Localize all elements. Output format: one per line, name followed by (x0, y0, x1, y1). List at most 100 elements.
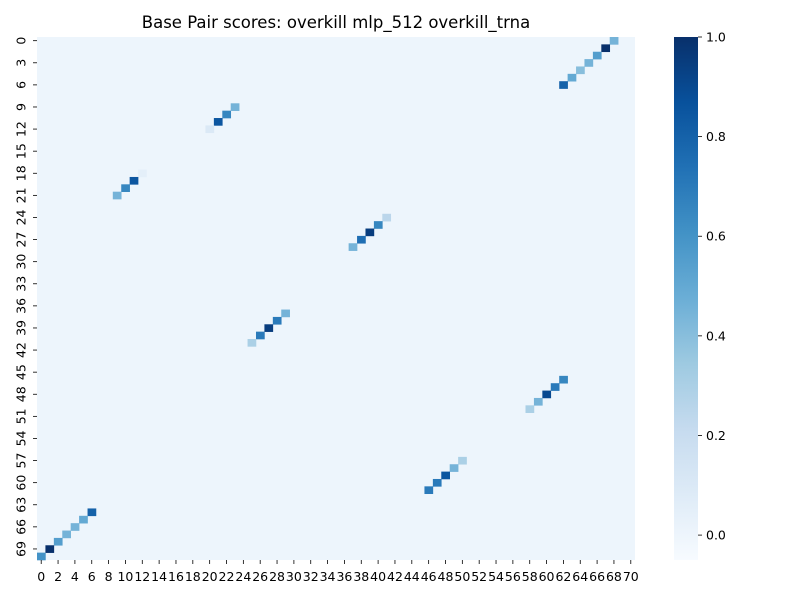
heatmap-cell (567, 73, 577, 82)
x-tick-label: 2 (54, 569, 62, 584)
heatmap-cell (424, 486, 434, 495)
y-tick-label: 57 (14, 453, 29, 469)
colorbar-tick-label: 0.2 (706, 428, 726, 443)
y-tick-label: 66 (14, 519, 29, 535)
y-tick-label: 9 (14, 103, 29, 111)
x-tick-label: 46 (421, 569, 437, 584)
x-tick-label: 42 (387, 569, 403, 584)
heatmap-cell (542, 390, 552, 399)
heatmap-cell (365, 228, 375, 237)
x-tick-label: 26 (252, 569, 268, 584)
y-tick-label: 21 (14, 187, 29, 203)
heatmap-cell (584, 59, 594, 67)
y-tick-label: 12 (14, 121, 29, 137)
y-tick-label: 51 (14, 408, 29, 424)
heatmap-cell (373, 221, 383, 229)
y-tick-label: 60 (14, 475, 29, 491)
x-tick-label: 10 (117, 569, 133, 584)
heatmap-cell (272, 316, 282, 325)
heatmap-cell (525, 405, 535, 413)
x-tick-label: 4 (71, 569, 79, 584)
x-tick-label: 24 (235, 569, 251, 584)
y-tick-label: 36 (14, 298, 29, 314)
heatmap-cell (79, 515, 88, 524)
y-tick-label: 27 (14, 232, 29, 248)
x-tick-label: 16 (168, 569, 184, 584)
x-tick-label: 56 (505, 569, 521, 584)
heatmap-cell (70, 523, 80, 531)
x-tick-label: 48 (438, 569, 454, 584)
x-tick-label: 62 (555, 569, 571, 584)
colorbar-tick-label: 0.8 (706, 129, 726, 144)
y-tick-label: 54 (14, 430, 29, 446)
heatmap-cell (449, 464, 459, 472)
x-tick-label: 36 (336, 569, 352, 584)
y-tick-label: 3 (14, 59, 29, 67)
y-axis-ticks: 0369121518212427303336394245485154576063… (14, 37, 37, 557)
heatmap-cell (601, 44, 611, 53)
x-tick-label: 64 (572, 569, 588, 584)
x-tick-label: 50 (454, 569, 470, 584)
y-tick-label: 15 (14, 143, 29, 159)
x-tick-label: 20 (202, 569, 218, 584)
colorbar-tick-label: 0.4 (706, 328, 726, 343)
x-tick-label: 8 (105, 569, 113, 584)
heatmap-cell (281, 309, 290, 318)
y-tick-label: 0 (14, 37, 29, 45)
heatmap-cell (247, 339, 257, 347)
heatmap-cell (121, 184, 130, 192)
y-tick-label: 39 (14, 320, 29, 336)
x-tick-label: 54 (488, 569, 504, 584)
x-tick-label: 68 (606, 569, 622, 584)
heatmap-cell (576, 66, 585, 75)
heatmap-cell (37, 552, 46, 561)
heatmap-cell (213, 118, 223, 126)
y-tick-label: 18 (14, 165, 29, 181)
x-tick-label: 60 (539, 569, 555, 584)
y-tick-label: 24 (14, 209, 29, 225)
heatmap-background (37, 37, 635, 560)
heatmap-cell (222, 110, 232, 119)
colorbar-ticks: 0.0 0.2 0.4 0.6 0.8 1.0 (698, 30, 726, 543)
x-tick-label: 12 (134, 569, 150, 584)
heatmap-cell (592, 51, 602, 60)
x-tick-label: 40 (370, 569, 386, 584)
x-tick-label: 52 (471, 569, 487, 584)
colorbar-tick-label: 1.0 (706, 30, 726, 45)
heatmap-cell (62, 530, 71, 539)
heatmap-cell (550, 383, 560, 391)
x-axis-ticks: 0 2 4 6 8 10 12 14 16 18 20 22 24 26 28 30 32 34 36 38 40 42 4… (37, 560, 639, 584)
x-tick-label: 34 (320, 569, 336, 584)
chart-title: Base Pair scores: overkill mlp_512 overk… (142, 13, 530, 33)
y-tick-label: 69 (14, 541, 29, 557)
heatmap-cell (559, 81, 568, 89)
heatmap-cell (357, 235, 366, 244)
colorbar-tick-label: 0.6 (706, 229, 726, 244)
y-tick-label: 30 (14, 254, 29, 270)
heatmap-cell (559, 375, 568, 384)
x-tick-label: 66 (589, 569, 605, 584)
x-tick-label: 44 (404, 569, 420, 584)
y-tick-label: 6 (14, 81, 29, 89)
x-tick-label: 18 (185, 569, 201, 584)
y-tick-label: 42 (14, 342, 29, 358)
heatmap-cell (264, 324, 274, 332)
x-tick-label: 0 (37, 569, 45, 584)
heatmap-cell (533, 397, 543, 406)
heatmap-cell (348, 243, 358, 251)
heatmap-cell (441, 471, 450, 480)
x-tick-label: 28 (269, 569, 285, 584)
heatmap-cell (458, 456, 467, 465)
y-tick-label: 33 (14, 276, 29, 292)
heatmap-cell (45, 545, 55, 553)
heatmap-cell (138, 169, 147, 178)
colorbar (674, 37, 698, 560)
heatmap-grid (37, 37, 635, 561)
heatmap-cell (230, 103, 240, 111)
colorbar-tick-label: 0.0 (706, 528, 726, 543)
heatmap-cell (255, 331, 265, 340)
y-tick-label: 48 (14, 386, 29, 402)
heatmap-cell (382, 213, 392, 222)
heatmap-cell (609, 37, 619, 45)
